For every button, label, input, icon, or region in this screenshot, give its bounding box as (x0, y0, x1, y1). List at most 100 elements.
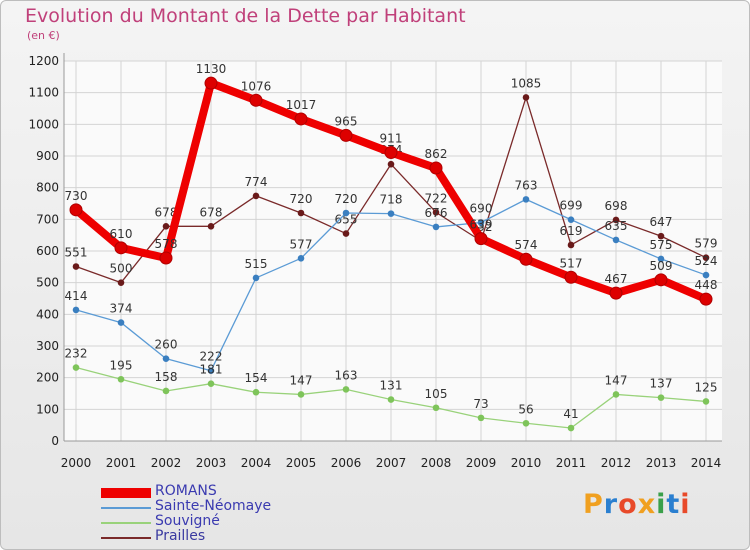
data-label-romans: 1076 (241, 79, 272, 93)
data-point-souvign- (477, 414, 485, 422)
y-tick-label: 1000 (28, 117, 59, 131)
x-tick-label: 2000 (61, 456, 92, 470)
x-tick-label: 2012 (601, 456, 632, 470)
data-point-souvign- (342, 386, 350, 393)
data-point-souvign- (297, 391, 305, 398)
data-label-romans: 730 (65, 189, 88, 203)
data-point-romans (564, 270, 578, 284)
data-point-sainte-n-omaye (477, 219, 485, 226)
data-label-prailles: 647 (650, 215, 673, 229)
x-tick-label: 2008 (421, 456, 452, 470)
data-label-romans: 610 (110, 227, 133, 241)
data-point-romans (339, 128, 353, 142)
data-point-sainte-n-omaye (297, 254, 305, 262)
data-label-sainte-n-omaye: 720 (335, 192, 358, 206)
data-label-romans: 862 (425, 147, 448, 161)
data-point-souvign- (387, 396, 395, 403)
data-label-souvign-: 56 (518, 402, 533, 416)
data-label-prailles: 500 (110, 262, 133, 276)
data-label-sainte-n-omaye: 524 (695, 254, 718, 268)
y-tick-label: 800 (36, 181, 59, 195)
data-point-romans (699, 292, 713, 306)
data-label-prailles: 579 (695, 237, 718, 251)
data-point-prailles (657, 232, 665, 240)
data-label-sainte-n-omaye: 676 (425, 206, 448, 220)
data-label-souvign-: 125 (695, 380, 718, 394)
data-point-sainte-n-omaye (342, 209, 350, 217)
data-point-romans (114, 241, 128, 255)
data-point-romans (69, 203, 83, 217)
legend-label: Sainte-Néomaye (155, 498, 272, 514)
data-point-sainte-n-omaye (117, 319, 125, 326)
data-label-souvign-: 154 (245, 371, 268, 385)
data-label-romans: 578 (155, 237, 178, 251)
data-label-prailles: 698 (605, 199, 628, 213)
legend-swatch (101, 521, 151, 524)
data-label-romans: 965 (335, 114, 358, 128)
y-tick-label: 100 (36, 402, 59, 416)
data-label-souvign-: 158 (155, 370, 178, 384)
legend-label: Souvigné (155, 513, 220, 529)
data-point-souvign- (252, 388, 260, 396)
x-tick-label: 2005 (286, 456, 317, 470)
data-label-sainte-n-omaye: 374 (110, 302, 133, 316)
data-point-prailles (342, 230, 350, 237)
data-label-sainte-n-omaye: 222 (200, 350, 223, 364)
data-point-prailles (522, 94, 530, 101)
data-label-sainte-n-omaye: 718 (380, 193, 403, 207)
x-tick-label: 2002 (151, 456, 182, 470)
data-point-prailles (702, 254, 710, 261)
y-tick-label: 700 (36, 212, 59, 226)
data-point-prailles (72, 263, 80, 270)
y-tick-label: 1100 (28, 86, 59, 100)
data-label-prailles: 722 (425, 191, 448, 205)
data-point-souvign- (162, 387, 170, 395)
data-label-romans: 517 (560, 256, 583, 270)
y-tick-label: 1200 (28, 54, 59, 68)
data-point-prailles (387, 160, 395, 168)
data-point-sainte-n-omaye (567, 216, 575, 223)
data-point-prailles (252, 192, 260, 200)
data-label-sainte-n-omaye: 763 (515, 178, 538, 192)
data-label-souvign-: 147 (605, 373, 628, 387)
data-point-romans (159, 251, 173, 265)
data-label-sainte-n-omaye: 575 (650, 238, 673, 252)
data-label-sainte-n-omaye: 577 (290, 237, 313, 251)
y-tick-label: 200 (36, 371, 59, 385)
data-label-romans: 448 (695, 278, 718, 292)
x-tick-label: 2009 (466, 456, 497, 470)
data-point-prailles (207, 223, 215, 230)
data-point-sainte-n-omaye (72, 306, 80, 314)
data-point-souvign- (657, 394, 665, 401)
legend-swatch (101, 506, 151, 509)
data-label-souvign-: 163 (335, 368, 358, 382)
data-label-romans: 911 (380, 132, 403, 146)
data-label-prailles: 774 (245, 175, 268, 189)
data-point-romans (654, 273, 668, 287)
data-point-prailles (432, 209, 440, 216)
y-tick-label: 900 (36, 149, 59, 163)
data-point-romans (474, 232, 488, 246)
data-label-romans: 639 (470, 218, 493, 232)
proxiti-logo: Proxiti (583, 489, 691, 520)
data-label-souvign-: 137 (650, 377, 673, 391)
data-label-souvign-: 147 (290, 373, 313, 387)
data-label-prailles: 655 (335, 213, 358, 227)
data-point-prailles (162, 223, 170, 230)
y-tick-label: 400 (36, 307, 59, 321)
x-tick-label: 2006 (331, 456, 362, 470)
data-point-sainte-n-omaye (657, 255, 665, 263)
data-label-prailles: 720 (290, 192, 313, 206)
chart-subtitle: (en €) (27, 29, 60, 42)
data-label-romans: 1130 (196, 62, 227, 76)
x-tick-label: 2001 (106, 456, 137, 470)
data-point-prailles (567, 241, 575, 249)
data-point-souvign- (432, 404, 440, 412)
data-point-sainte-n-omaye (387, 210, 395, 217)
data-point-souvign- (72, 364, 80, 371)
data-point-romans (519, 252, 533, 266)
data-point-prailles (297, 209, 305, 217)
data-point-sainte-n-omaye (252, 274, 260, 282)
data-point-romans (609, 286, 623, 300)
